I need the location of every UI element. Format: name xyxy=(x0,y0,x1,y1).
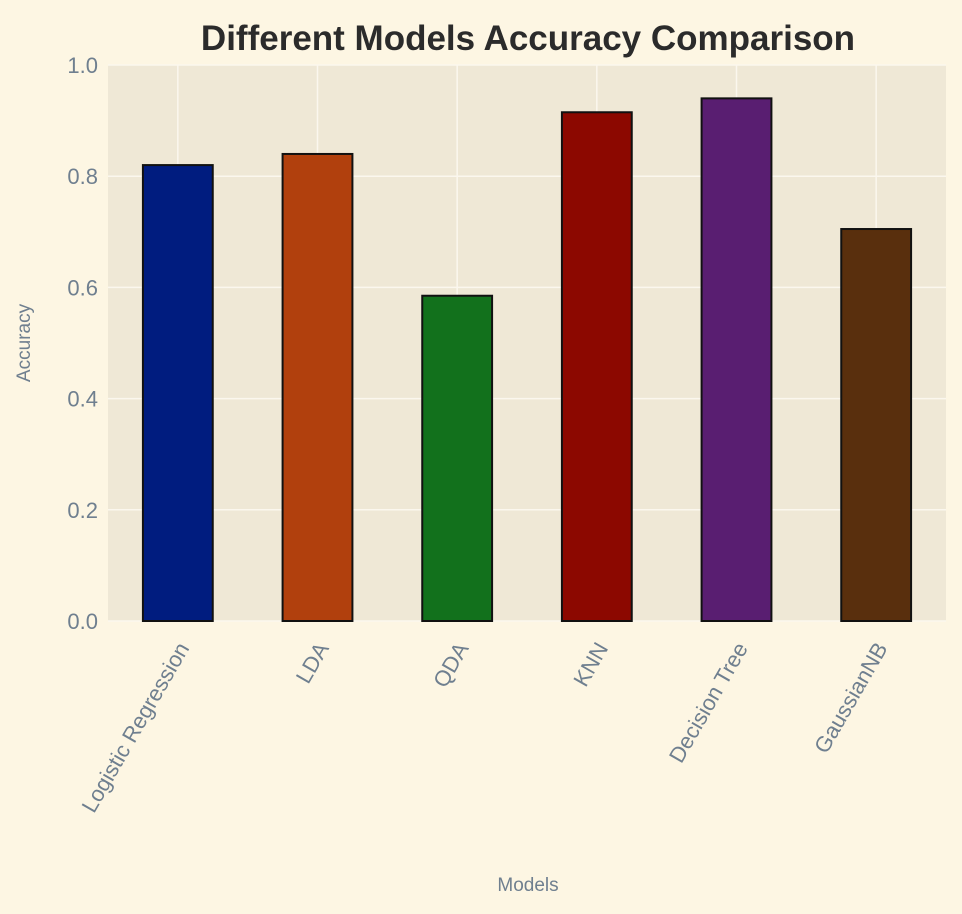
y-axis-label: Accuracy xyxy=(14,303,35,382)
y-tick-label: 0.6 xyxy=(67,275,98,300)
chart-title: Different Models Accuracy Comparison xyxy=(201,19,855,58)
bar-gaussiannb xyxy=(840,228,913,623)
bars xyxy=(141,97,913,623)
bar-qda xyxy=(421,294,494,622)
y-tick-label: 1.0 xyxy=(67,53,98,78)
bar-knn xyxy=(560,111,633,622)
bar-logistic-regression xyxy=(141,164,214,623)
y-tick-label: 0.8 xyxy=(67,164,98,189)
y-axis-ticks: 0.0 0.2 0.4 0.6 0.8 1.0 xyxy=(67,53,98,634)
bar-decision-tree xyxy=(700,97,773,623)
bar-lda xyxy=(281,152,354,623)
y-tick-label: 0.0 xyxy=(67,609,98,634)
y-tick-label: 0.2 xyxy=(67,498,98,523)
y-tick-label: 0.4 xyxy=(67,387,98,412)
plot-area xyxy=(108,65,946,621)
x-axis-label: Models xyxy=(497,875,558,896)
